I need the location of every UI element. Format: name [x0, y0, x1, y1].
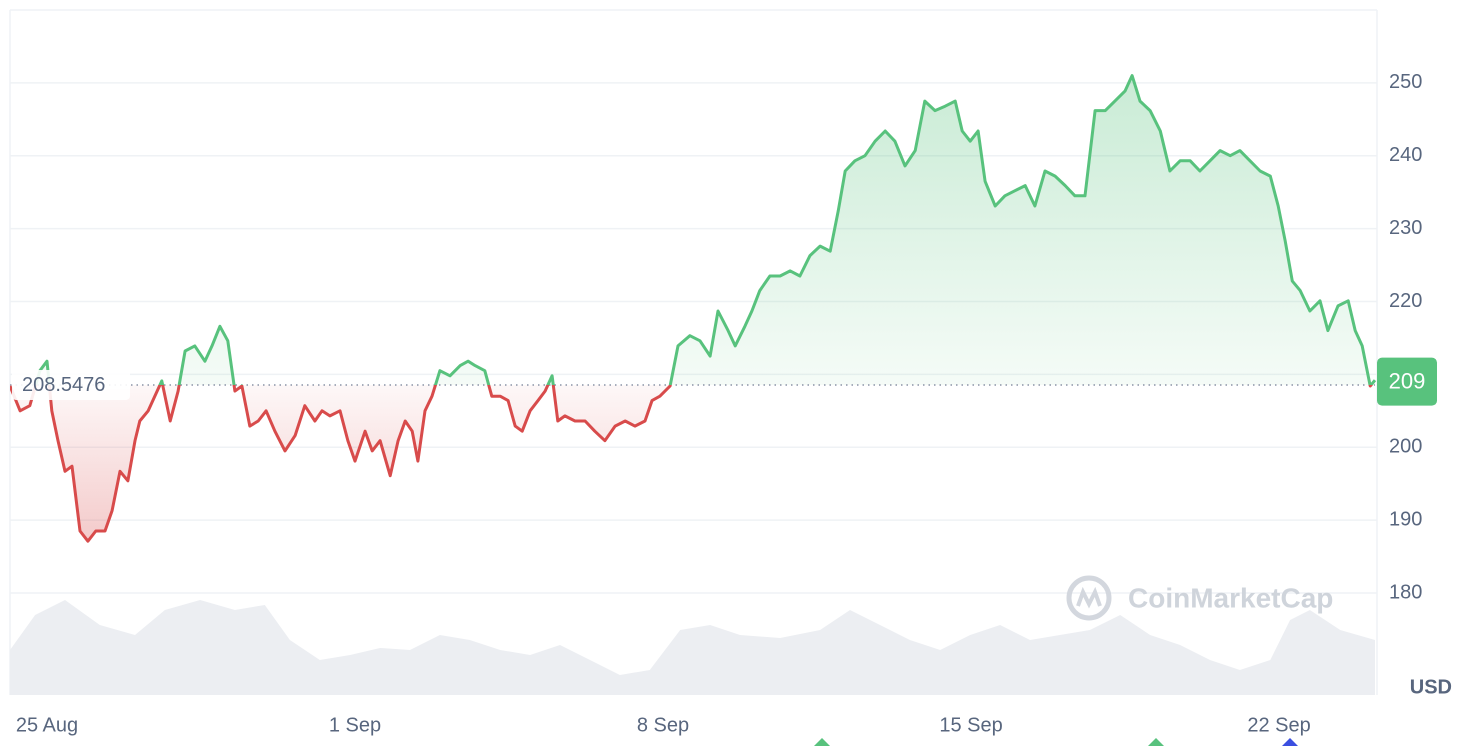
plot — [10, 74, 1377, 543]
y-tick-label: 180 — [1389, 581, 1422, 603]
y-tick-label: 230 — [1389, 217, 1422, 239]
event-marker — [1148, 738, 1164, 746]
x-tick-label: 8 Sep — [637, 714, 689, 736]
price-layer — [10, 74, 1377, 543]
current-price-badge — [1377, 357, 1437, 406]
y-tick-label: 240 — [1389, 144, 1422, 166]
area-above — [35, 75, 1375, 385]
volume-area — [10, 600, 1375, 695]
watermark-logo — [1066, 575, 1112, 621]
watermark-text: CoinMarketCap — [1128, 582, 1333, 613]
baseline-label-box — [12, 369, 130, 400]
price-line-up — [34, 74, 1377, 385]
price-line-down — [10, 384, 1374, 543]
current-price-label: 209 — [1389, 368, 1426, 393]
event-marker — [814, 738, 830, 746]
y-tick-label: 200 — [1389, 436, 1422, 458]
watermark: CoinMarketCap — [1066, 575, 1333, 621]
x-tick-label: 22 Sep — [1247, 714, 1310, 736]
event-marker — [1282, 738, 1298, 746]
x-tick-label: 25 Aug — [16, 714, 78, 736]
y-tick-label: 190 — [1389, 508, 1422, 530]
volume-layer — [10, 600, 1375, 695]
x-tick-label: 15 Sep — [939, 714, 1002, 736]
baseline-label: 208.5476 — [22, 374, 105, 396]
x-tick-label: 1 Sep — [329, 714, 381, 736]
y-tick-label: 250 — [1389, 71, 1422, 93]
area-below — [10, 384, 1375, 542]
y-tick-label: 220 — [1389, 290, 1422, 312]
y-unit: USD — [1410, 676, 1452, 698]
watermark-logo-mark — [1076, 586, 1102, 609]
